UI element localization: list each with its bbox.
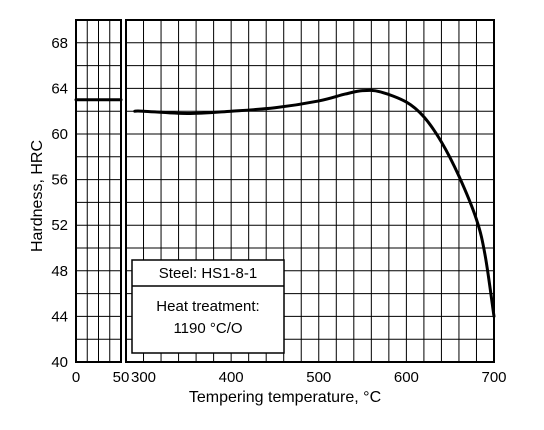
y-tick-label: 60 [51,126,68,143]
series-layer [74,88,496,318]
y-tick-label: 52 [51,217,68,234]
y-axis-label: Hardness, HRC [29,140,46,252]
plot-frames [75,19,495,363]
y-tick-labels: 40 44 48 52 56 60 64 68 [51,35,68,371]
x-tick-label: 50 [113,369,130,386]
treatment-value: 1190 °C/O [173,320,242,337]
y-tick-label: 44 [51,308,68,325]
y-tick-label: 48 [51,263,68,280]
right-segment-frame [125,19,495,363]
y-tick-label: 64 [51,80,68,97]
x-tick-labels: 0 50 300 400 500 600 700 [72,369,507,386]
x-tick-label: 600 [394,369,419,386]
x-tick-label: 400 [219,369,244,386]
treatment-label: Heat treatment: [156,298,259,315]
steel-label: Steel: HS1-8-1 [159,265,257,282]
x-axis-label: Tempering temperature, °C [189,389,381,406]
x-tick-label: 300 [131,369,156,386]
y-tick-label: 56 [51,172,68,189]
annotation-box: Steel: HS1-8-1 Heat treatment: 1190 °C/O [131,259,285,354]
x-tick-label: 500 [306,369,331,386]
y-tick-label: 40 [51,354,68,371]
hardness-curve-right [133,88,496,318]
x-tick-label: 0 [72,369,80,386]
y-tick-label: 68 [51,35,68,52]
left-segment-frame [75,19,122,363]
x-tick-label: 700 [481,369,506,386]
